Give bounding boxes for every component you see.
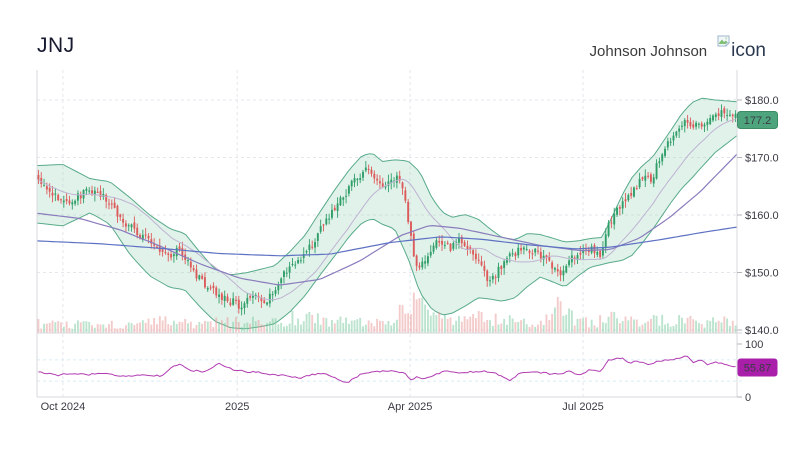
svg-text:2025: 2025 <box>225 401 249 413</box>
logo-alt-text: icon <box>731 40 766 61</box>
svg-text:0: 0 <box>745 392 751 404</box>
sma20-line <box>38 118 736 301</box>
oscillator-axis: 100 0 <box>737 339 763 404</box>
volume-bars <box>37 292 737 333</box>
company-header: Johnson Johnson icon <box>589 35 766 62</box>
svg-text:$150.0: $150.0 <box>745 268 779 280</box>
svg-text:100: 100 <box>745 339 763 351</box>
sma200-line <box>36 226 738 257</box>
svg-text:Jul 2025: Jul 2025 <box>562 401 604 413</box>
svg-text:55.87: 55.87 <box>744 363 772 375</box>
svg-text:$180.0: $180.0 <box>745 95 779 107</box>
date-axis: Oct 2024 2025 Apr 2025 Jul 2025 <box>41 401 604 413</box>
company-name: Johnson Johnson <box>589 43 708 60</box>
last-price-badge: 177.2 <box>737 111 778 129</box>
svg-text:177.2: 177.2 <box>744 115 772 127</box>
svg-text:$160.0: $160.0 <box>745 210 779 222</box>
svg-text:$140.0: $140.0 <box>745 325 779 337</box>
bollinger-band <box>36 97 738 330</box>
svg-text:$170.0: $170.0 <box>745 153 779 165</box>
broken-image-icon <box>717 35 731 47</box>
oscillator-value-badge: 55.87 <box>737 358 778 377</box>
svg-text:Oct 2024: Oct 2024 <box>41 401 86 413</box>
company-logo: icon <box>717 35 766 62</box>
oscillator-line <box>38 355 736 383</box>
price-axis: $180.0 $170.0 $160.0 $150.0 $140.0 <box>737 95 779 337</box>
ticker-symbol: JNJ <box>37 34 75 57</box>
svg-text:Apr 2025: Apr 2025 <box>388 401 433 413</box>
